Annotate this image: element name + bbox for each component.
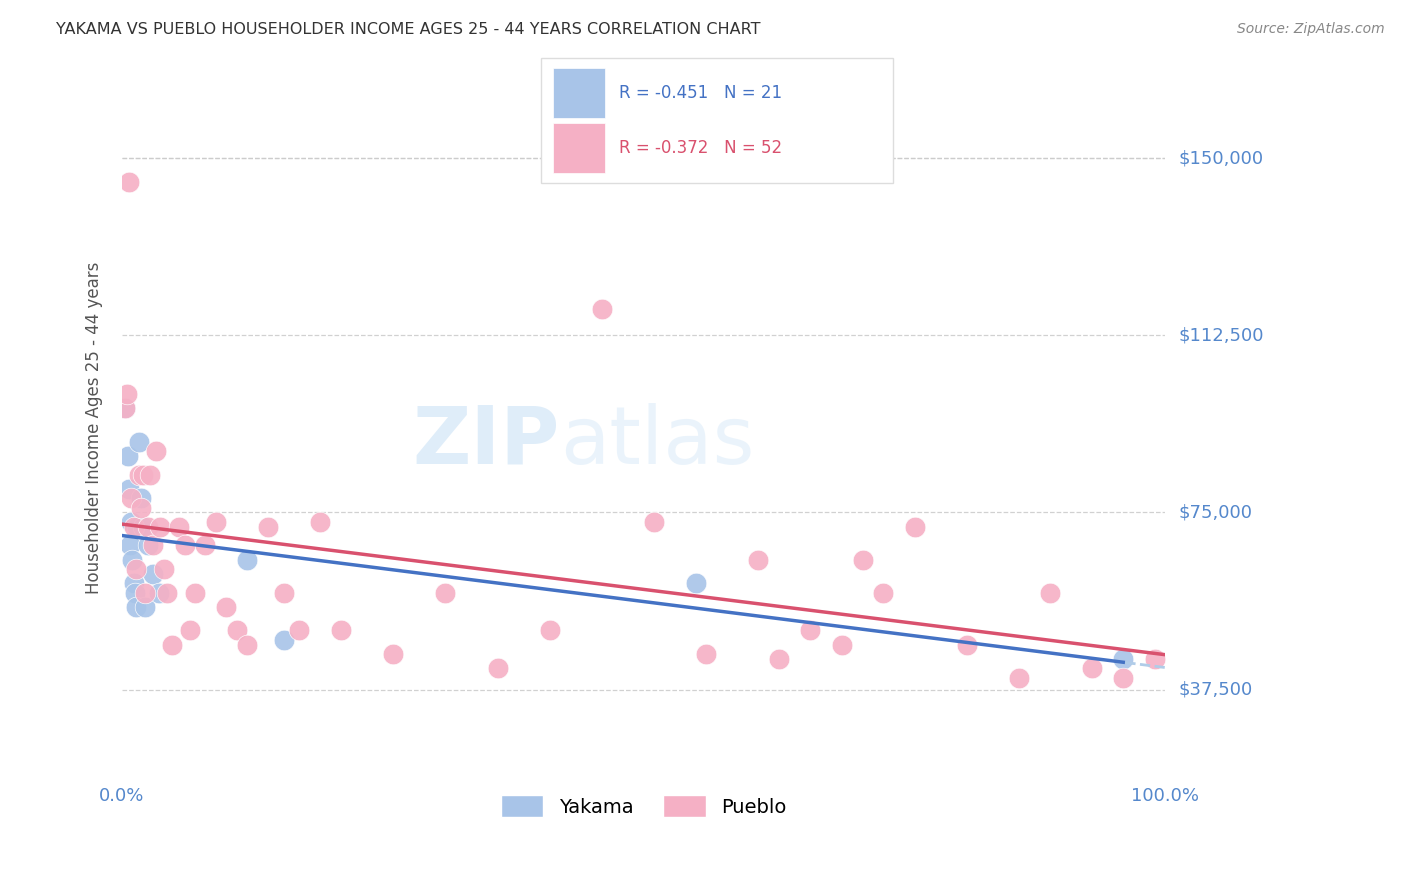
Point	[122, 519, 145, 533]
Point	[149, 519, 172, 533]
Point	[152, 562, 174, 576]
Point	[156, 585, 179, 599]
Point	[179, 624, 201, 638]
Point	[124, 562, 146, 576]
Point	[799, 624, 821, 638]
Point	[120, 491, 142, 506]
Point	[117, 449, 139, 463]
Point	[169, 519, 191, 533]
Text: $150,000: $150,000	[1180, 149, 1264, 167]
Point	[118, 175, 141, 189]
Point	[121, 552, 143, 566]
Point	[142, 566, 165, 581]
Point	[273, 632, 295, 647]
Point	[136, 538, 159, 552]
Point	[643, 515, 665, 529]
Point	[124, 585, 146, 599]
Point	[132, 519, 155, 533]
Point	[114, 401, 136, 416]
Y-axis label: Householder Income Ages 25 - 44 years: Householder Income Ages 25 - 44 years	[86, 261, 103, 593]
Text: Source: ZipAtlas.com: Source: ZipAtlas.com	[1237, 22, 1385, 37]
Point	[118, 482, 141, 496]
Point	[695, 647, 717, 661]
Point	[122, 576, 145, 591]
Point	[114, 401, 136, 416]
Point	[872, 585, 894, 599]
Point	[128, 467, 150, 482]
Point	[486, 661, 509, 675]
Text: $75,000: $75,000	[1180, 503, 1253, 522]
Point	[139, 467, 162, 482]
Point	[852, 552, 875, 566]
Text: $112,500: $112,500	[1180, 326, 1264, 344]
Point	[685, 576, 707, 591]
Point	[160, 638, 183, 652]
Point	[1143, 652, 1166, 666]
Point	[129, 500, 152, 515]
Point	[273, 585, 295, 599]
Text: $37,500: $37,500	[1180, 681, 1253, 698]
Point	[117, 387, 139, 401]
Point	[1008, 671, 1031, 685]
Point	[1112, 652, 1135, 666]
Point	[148, 585, 170, 599]
Point	[225, 624, 247, 638]
Point	[142, 538, 165, 552]
Point	[120, 515, 142, 529]
Point	[309, 515, 332, 529]
Text: YAKAMA VS PUEBLO HOUSEHOLDER INCOME AGES 25 - 44 YEARS CORRELATION CHART: YAKAMA VS PUEBLO HOUSEHOLDER INCOME AGES…	[56, 22, 761, 37]
Point	[1039, 585, 1062, 599]
Text: R = -0.451   N = 21: R = -0.451 N = 21	[619, 84, 782, 102]
Point	[145, 444, 167, 458]
Point	[434, 585, 457, 599]
Point	[134, 599, 156, 614]
Point	[129, 491, 152, 506]
Point	[1112, 671, 1135, 685]
Point	[184, 585, 207, 599]
Text: atlas: atlas	[560, 402, 755, 481]
Text: ZIP: ZIP	[413, 402, 560, 481]
Point	[382, 647, 405, 661]
Point	[831, 638, 853, 652]
Text: R = -0.372   N = 52: R = -0.372 N = 52	[619, 139, 782, 157]
Legend: Yakama, Pueblo: Yakama, Pueblo	[494, 787, 794, 825]
Point	[1081, 661, 1104, 675]
Point	[124, 599, 146, 614]
Point	[538, 624, 561, 638]
Point	[904, 519, 927, 533]
Point	[194, 538, 217, 552]
Point	[236, 552, 259, 566]
Point	[288, 624, 311, 638]
Point	[591, 302, 613, 317]
Point	[128, 434, 150, 449]
Point	[236, 638, 259, 652]
Point	[173, 538, 195, 552]
Point	[257, 519, 280, 533]
Point	[134, 585, 156, 599]
Point	[768, 652, 790, 666]
Point	[125, 519, 148, 533]
Point	[132, 467, 155, 482]
Point	[136, 519, 159, 533]
Point	[747, 552, 769, 566]
Point	[205, 515, 228, 529]
Point	[330, 624, 353, 638]
Point	[956, 638, 979, 652]
Point	[120, 538, 142, 552]
Point	[215, 599, 238, 614]
